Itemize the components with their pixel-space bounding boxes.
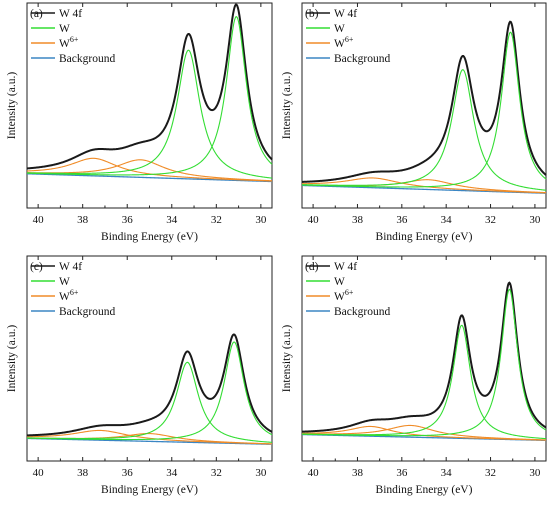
w-component-line bbox=[301, 31, 547, 188]
legend-label-w6: W6+ bbox=[334, 288, 354, 303]
x-tick-label: 30 bbox=[529, 214, 541, 226]
w-component-line bbox=[26, 16, 273, 176]
w6-component-line bbox=[301, 424, 547, 441]
legend-label-background: Background bbox=[59, 53, 115, 65]
legend-label-text: W bbox=[334, 276, 345, 288]
x-tick-label: 38 bbox=[352, 214, 364, 226]
legend-label-w4f: W 4f bbox=[59, 8, 82, 20]
legend-label-text: Background bbox=[59, 53, 115, 65]
x-tick-label: 40 bbox=[33, 467, 45, 479]
x-axis-label: Binding Energy (eV) bbox=[101, 231, 198, 243]
legend-label-text: W bbox=[334, 23, 345, 35]
legend-label-text: W bbox=[59, 276, 70, 288]
legend-label-text: Background bbox=[334, 306, 390, 318]
legend-label-w: W bbox=[59, 23, 70, 35]
x-tick-label: 36 bbox=[396, 467, 408, 479]
x-tick-label: 36 bbox=[122, 214, 134, 226]
w-component-line bbox=[26, 361, 273, 443]
x-tick-label: 36 bbox=[122, 467, 134, 479]
legend-label-superscript: 6+ bbox=[70, 35, 79, 44]
panel-label: (c) bbox=[30, 261, 43, 273]
chart-panel-c: 40 38 36 34 32 30 Binding Energy (eV) Intensity… bbox=[6, 255, 273, 496]
y-axis-label: Intensity (a.u.) bbox=[6, 72, 18, 140]
background-line bbox=[301, 184, 547, 194]
legend-label-text: W 4f bbox=[334, 261, 357, 273]
chart-panel-d: 40 38 36 34 32 30 Binding Energy (eV) Intensity… bbox=[281, 255, 547, 496]
legend-label-superscript: 6+ bbox=[345, 35, 354, 44]
legend-label-text: Background bbox=[59, 306, 115, 318]
x-tick-label: 36 bbox=[396, 214, 408, 226]
legend-label-text: W bbox=[59, 291, 70, 303]
x-axis-label: Binding Energy (eV) bbox=[101, 484, 198, 496]
chart-panel-a: 40 38 36 34 32 30 Binding Energy (eV) Intensity… bbox=[6, 2, 273, 243]
x-tick-label: 30 bbox=[529, 467, 541, 479]
legend-label-text: W bbox=[334, 291, 345, 303]
x-axis-label: Binding Energy (eV) bbox=[376, 484, 473, 496]
legend-label-text: W bbox=[59, 23, 70, 35]
panel-label: (a) bbox=[30, 8, 43, 20]
legend-label-superscript: 6+ bbox=[345, 288, 354, 297]
x-tick-label: 38 bbox=[77, 467, 89, 479]
x-tick-label: 30 bbox=[255, 214, 267, 226]
w-component-line bbox=[301, 69, 547, 191]
legend-label-background: Background bbox=[334, 53, 390, 65]
w4f-envelope-line bbox=[26, 333, 273, 437]
panel-label: (d) bbox=[305, 261, 319, 273]
legend-label-w4f: W 4f bbox=[334, 261, 357, 273]
legend-label-w6: W6+ bbox=[59, 288, 79, 303]
x-tick-label: 34 bbox=[441, 214, 453, 226]
legend-label-w: W bbox=[59, 276, 70, 288]
x-tick-label: 34 bbox=[166, 467, 178, 479]
x-tick-label: 38 bbox=[77, 214, 89, 226]
legend-label-w4f: W 4f bbox=[334, 8, 357, 20]
x-tick-label: 40 bbox=[308, 467, 320, 479]
panel-label: (b) bbox=[305, 8, 319, 20]
y-axis-label: Intensity (a.u.) bbox=[281, 72, 293, 140]
x-tick-label: 38 bbox=[352, 467, 364, 479]
x-tick-label: 34 bbox=[441, 467, 453, 479]
legend-label-background: Background bbox=[59, 306, 115, 318]
legend-label-text: W bbox=[59, 38, 70, 50]
legend-label-text: Background bbox=[334, 53, 390, 65]
x-tick-label: 40 bbox=[308, 214, 320, 226]
x-tick-label: 40 bbox=[33, 214, 45, 226]
y-axis-label: Intensity (a.u.) bbox=[281, 325, 293, 393]
w4f-envelope-line bbox=[301, 281, 547, 433]
legend-label-w: W bbox=[334, 23, 345, 35]
legend-label-text: W 4f bbox=[59, 261, 82, 273]
w4f-envelope-line bbox=[301, 20, 547, 183]
legend-label-text: W 4f bbox=[59, 8, 82, 20]
legend-label-w6: W6+ bbox=[59, 35, 79, 50]
legend-label-background: Background bbox=[334, 306, 390, 318]
x-tick-label: 32 bbox=[485, 467, 496, 479]
w-component-line bbox=[26, 49, 273, 179]
x-tick-label: 32 bbox=[211, 214, 222, 226]
legend-label-text: W 4f bbox=[334, 8, 357, 20]
w6-component-line bbox=[26, 159, 273, 182]
y-axis-label: Intensity (a.u.) bbox=[6, 325, 18, 393]
x-tick-label: 30 bbox=[255, 467, 267, 479]
w-component-line bbox=[301, 324, 547, 440]
background-line bbox=[26, 173, 273, 183]
legend-label-w4f: W 4f bbox=[59, 261, 82, 273]
legend-label-superscript: 6+ bbox=[70, 288, 79, 297]
x-tick-label: 32 bbox=[211, 467, 222, 479]
legend-label-w: W bbox=[334, 276, 345, 288]
w-component-line bbox=[301, 288, 547, 437]
x-tick-label: 32 bbox=[485, 214, 496, 226]
w4f-envelope-line bbox=[26, 3, 273, 170]
w-component-line bbox=[26, 341, 273, 441]
legend-label-text: W bbox=[334, 38, 345, 50]
legend-label-w6: W6+ bbox=[334, 35, 354, 50]
x-axis-label: Binding Energy (eV) bbox=[376, 231, 473, 243]
x-tick-label: 34 bbox=[166, 214, 178, 226]
chart-panel-b: 40 38 36 34 32 30 Binding Energy (eV) Intensity… bbox=[281, 2, 547, 243]
